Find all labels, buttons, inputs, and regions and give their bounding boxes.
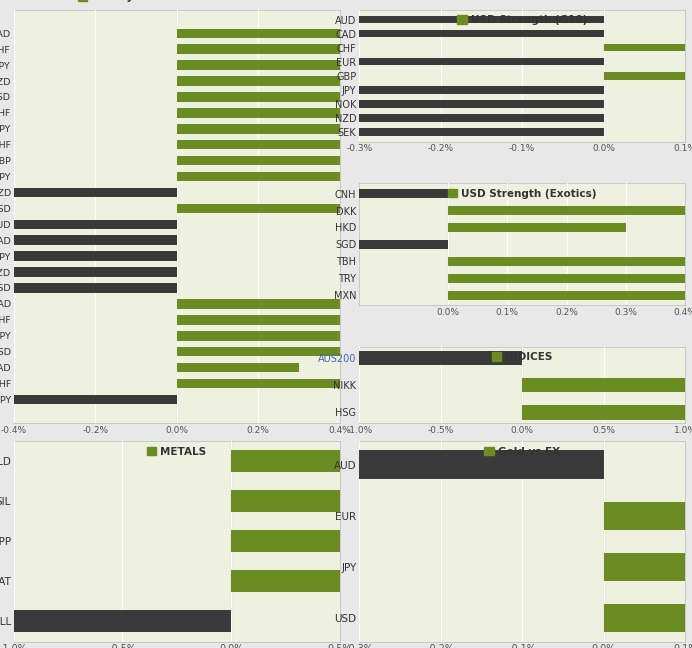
Bar [176, 140, 692, 150]
Bar [603, 72, 692, 80]
Bar [176, 45, 692, 54]
Bar [0, 351, 522, 365]
Bar [603, 502, 692, 530]
Bar [231, 570, 692, 592]
Bar [0, 235, 176, 245]
Bar [0, 267, 176, 277]
Bar [0, 128, 603, 135]
Legend: USD Strength (Exotics): USD Strength (Exotics) [448, 189, 597, 198]
Bar [176, 203, 692, 213]
Bar [0, 610, 231, 632]
Bar [176, 156, 692, 165]
Bar [0, 188, 176, 197]
Bar [231, 450, 340, 472]
Bar [176, 299, 692, 308]
Bar [603, 604, 692, 632]
Bar [0, 240, 448, 249]
Bar [603, 553, 692, 581]
Bar [522, 378, 692, 393]
Bar [176, 315, 692, 325]
Bar [0, 100, 603, 108]
Bar [231, 491, 692, 513]
Legend: INDICES: INDICES [492, 353, 553, 362]
Legend: Gold vs FX: Gold vs FX [484, 446, 560, 457]
Bar [448, 223, 626, 232]
Bar [176, 29, 692, 38]
Bar [0, 220, 176, 229]
Bar [176, 331, 692, 340]
Bar [448, 290, 692, 300]
Bar [0, 114, 603, 122]
Bar [176, 92, 692, 102]
Bar [0, 189, 448, 198]
Bar [176, 108, 502, 118]
Bar [176, 378, 692, 388]
Bar [176, 172, 666, 181]
Bar [0, 30, 603, 38]
Bar [448, 273, 692, 283]
Bar [176, 124, 666, 133]
Bar [0, 86, 603, 93]
Bar [0, 251, 176, 261]
Bar [603, 44, 692, 51]
Bar [0, 283, 176, 293]
Bar [0, 16, 603, 23]
Bar [522, 404, 692, 419]
Legend: FX MAJORS and CROSSES: FX MAJORS and CROSSES [78, 0, 239, 2]
Bar [231, 531, 692, 553]
Bar [0, 58, 603, 65]
Bar [0, 450, 603, 479]
Bar [448, 257, 692, 266]
Legend: METALS: METALS [147, 446, 207, 457]
Bar [0, 395, 176, 404]
Legend: USD Strength (G10): USD Strength (G10) [457, 15, 587, 25]
Bar [176, 76, 692, 86]
Bar [176, 347, 692, 356]
Bar [176, 60, 692, 70]
Bar [176, 363, 299, 373]
Bar [448, 206, 692, 215]
